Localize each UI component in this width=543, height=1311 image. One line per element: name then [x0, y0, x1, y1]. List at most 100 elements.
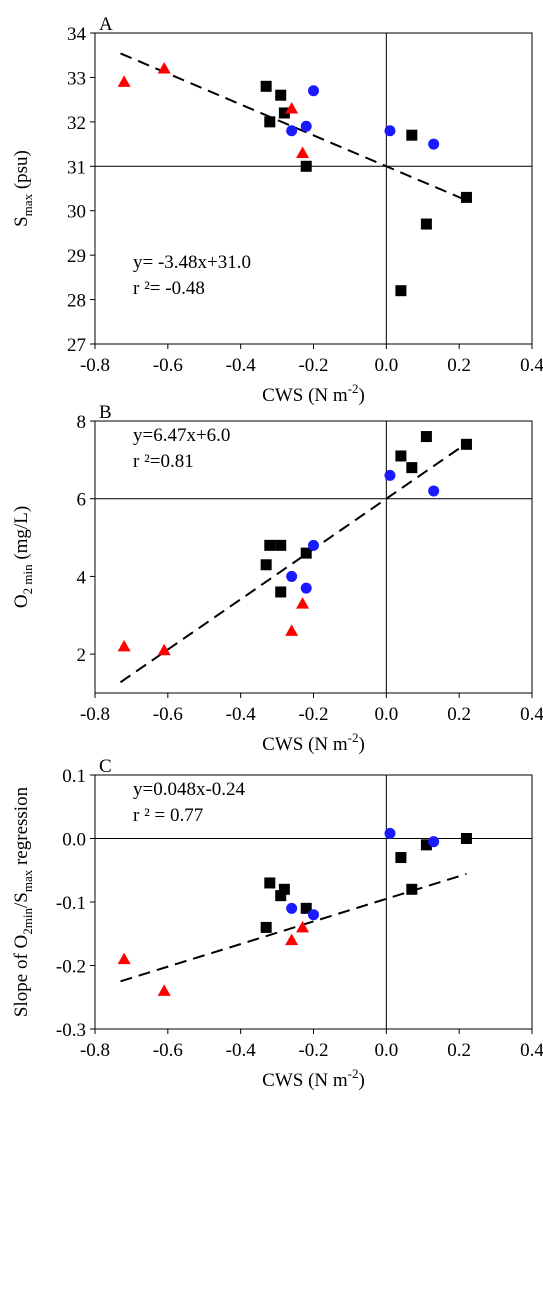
circle-point: [428, 836, 440, 848]
square-point: [395, 852, 407, 864]
y-tick-label: 32: [67, 113, 86, 134]
x-tick-label: 0.4: [520, 355, 543, 376]
x-tick-label: -0.2: [298, 355, 328, 376]
square-point: [395, 450, 407, 462]
y-axis-title: Slope of O2min/Smax regression: [11, 786, 35, 1017]
y-tick-label: 27: [67, 335, 86, 356]
x-tick-label: 0.2: [447, 704, 471, 725]
triangle-point: [296, 920, 310, 933]
x-tick-label: -0.2: [298, 1040, 328, 1061]
circle-point: [428, 138, 440, 150]
square-point: [420, 431, 432, 443]
y-tick-label: 33: [67, 68, 86, 89]
square-point: [275, 586, 287, 598]
circle-point: [428, 485, 440, 497]
circle-point: [308, 85, 319, 97]
r-squared-label: r ²=0.81: [133, 451, 194, 472]
regression-fit-line: [119, 442, 468, 684]
triangle-point: [285, 933, 299, 946]
regression-fit-line: [120, 873, 467, 983]
y-tick-label: 0.0: [62, 830, 86, 851]
x-axis-title: CWS (N m-2): [262, 1066, 365, 1091]
y-tick-label: 6: [77, 490, 87, 511]
regression-equation: y=6.47x+6.0: [133, 425, 230, 446]
x-tick-label: 0.4: [520, 704, 543, 725]
x-tick-label: -0.8: [80, 1040, 110, 1061]
y-tick-label: -0.2: [56, 957, 86, 978]
y-tick-label: -0.1: [56, 893, 86, 914]
circle-point: [308, 909, 319, 921]
y-tick-label: 34: [67, 24, 87, 45]
circle-point: [384, 125, 396, 137]
square-point: [420, 218, 432, 230]
square-point: [275, 89, 287, 101]
x-tick-label: 0.0: [374, 1040, 398, 1061]
panel-c: -0.8 -0.6 -0.4 -0.2 0.0 0.2 0.4 -0.3 -0.2 -0.1 0.0…: [11, 756, 543, 1091]
y-tick-label: 4: [77, 567, 87, 588]
x-tick-label: -0.6: [153, 704, 183, 725]
y-axis-title: O2 min (mg/L): [11, 506, 35, 608]
y-tick-label: 0.1: [62, 766, 86, 787]
square-point: [460, 191, 472, 203]
y-tick-label: 29: [67, 246, 86, 267]
panel-label: B: [99, 402, 112, 423]
square-point: [460, 833, 472, 844]
triangle-point: [296, 146, 310, 158]
square-point: [300, 902, 312, 914]
triangle-point: [285, 624, 299, 636]
circle-point: [286, 570, 298, 582]
square-point: [260, 80, 272, 92]
square-point: [275, 890, 287, 902]
regression-equation: y= -3.48x+31.0: [133, 252, 251, 273]
circle-point: [300, 582, 312, 594]
circle-point: [384, 469, 396, 481]
regression-fit-line: [120, 52, 467, 202]
triangle-point: [117, 639, 131, 652]
x-tick-label: -0.8: [80, 355, 110, 376]
square-point: [406, 129, 418, 141]
square-point: [278, 107, 290, 119]
x-tick-label: 0.0: [374, 355, 398, 376]
x-tick-label: 0.4: [520, 1040, 543, 1061]
regression-equation: y=0.048x-0.24: [133, 779, 246, 800]
square-point: [300, 547, 312, 559]
square-point: [264, 116, 276, 128]
triangle-point: [117, 952, 131, 965]
x-tick-label: -0.4: [226, 704, 257, 725]
x-tick-label: 0.2: [447, 1040, 471, 1061]
circle-point: [308, 539, 319, 551]
x-tick-label: -0.4: [226, 1040, 257, 1061]
triangle-point: [157, 643, 171, 656]
triangle-point: [157, 62, 171, 74]
circle-point: [286, 902, 298, 914]
triangle-point: [117, 75, 131, 87]
panel-a: -0.8 -0.6 -0.4 -0.2 0.0 0.2 0.4 27 28 29 30 31 32 33 3…: [11, 14, 543, 406]
square-point: [406, 883, 418, 895]
triangle-point: [296, 597, 310, 609]
square-point: [420, 839, 432, 851]
triangle-point: [285, 102, 299, 114]
square-point: [406, 462, 418, 474]
panel-label: A: [99, 14, 113, 35]
y-tick-label: 28: [67, 291, 86, 312]
y-tick-label: -0.3: [56, 1020, 86, 1041]
triangle-point: [157, 984, 171, 996]
square-point: [395, 285, 407, 297]
x-tick-label: 0.0: [374, 704, 398, 725]
x-tick-label: -0.4: [226, 355, 257, 376]
y-tick-label: 30: [67, 202, 86, 223]
square-point: [300, 160, 312, 172]
x-tick-label: -0.2: [298, 704, 328, 725]
panel-label: C: [99, 756, 112, 777]
x-axis-title: CWS (N m-2): [262, 381, 365, 406]
r-squared-label: r ² = 0.77: [133, 805, 203, 826]
square-point: [460, 438, 472, 450]
y-axis-title: Smax (psu): [11, 150, 35, 227]
circle-point: [384, 827, 396, 839]
square-point: [264, 539, 276, 551]
y-tick-label: 31: [67, 157, 86, 178]
circle-point: [286, 125, 298, 137]
x-tick-label: 0.2: [447, 355, 471, 376]
square-point: [260, 559, 272, 571]
